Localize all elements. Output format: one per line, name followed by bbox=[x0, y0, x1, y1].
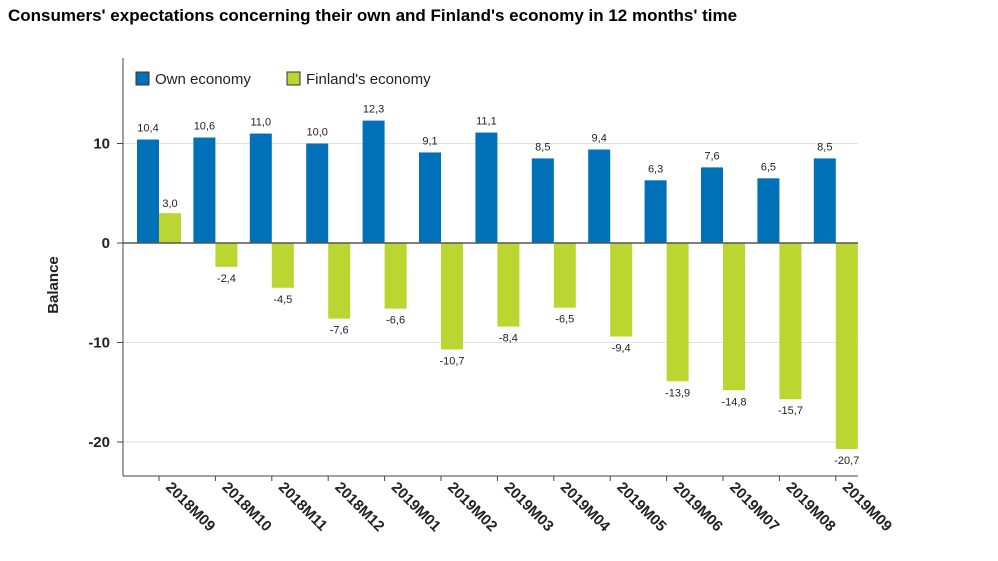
bar-own-economy bbox=[419, 152, 441, 243]
data-label-own-economy: 7,6 bbox=[704, 150, 719, 162]
data-label-finland-economy: -10,7 bbox=[439, 355, 464, 367]
y-tick-label: 10 bbox=[93, 136, 110, 153]
data-label-finland-economy: -20,7 bbox=[834, 455, 859, 467]
bar-own-economy bbox=[531, 158, 554, 243]
x-tick-label: 2019M03 bbox=[501, 479, 557, 535]
bar-finland-economy bbox=[441, 243, 463, 350]
legend-finland-economy-label: Finland's economy bbox=[306, 71, 431, 88]
data-label-own-economy: 11,1 bbox=[476, 116, 497, 128]
x-tick-label: 2019M02 bbox=[444, 479, 500, 535]
bar-finland-economy bbox=[384, 243, 407, 309]
y-tick-label: -10 bbox=[88, 335, 110, 352]
data-label-own-economy: 6,3 bbox=[648, 163, 663, 175]
x-tick-label: 2019M04 bbox=[557, 479, 614, 536]
data-label-finland-economy: 3,0 bbox=[162, 198, 177, 210]
y-tick-label: 0 bbox=[102, 235, 110, 252]
data-label-own-economy: 9,1 bbox=[422, 135, 437, 147]
x-tick-label: 2018M09 bbox=[162, 479, 218, 535]
data-label-finland-economy: -6,5 bbox=[555, 314, 574, 326]
data-label-finland-economy: -13,9 bbox=[665, 387, 690, 399]
x-tick-label: 2019M05 bbox=[613, 479, 669, 535]
bar-own-economy bbox=[306, 143, 329, 243]
legend-own-economy-label: Own economy bbox=[155, 71, 251, 88]
data-label-finland-economy: -15,7 bbox=[778, 405, 803, 417]
bar-own-economy bbox=[249, 133, 272, 243]
data-label-finland-economy: -14,8 bbox=[721, 396, 746, 408]
data-label-own-economy: 8,5 bbox=[817, 141, 832, 153]
legend-finland-economy-swatch bbox=[286, 71, 301, 86]
bar-finland-economy bbox=[835, 243, 858, 449]
bar-finland-economy bbox=[497, 243, 520, 327]
bar-own-economy bbox=[362, 120, 385, 243]
bar-finland-economy bbox=[271, 243, 294, 288]
y-tick-label: -20 bbox=[88, 434, 110, 451]
bar-finland-economy bbox=[779, 243, 802, 400]
x-tick-label: 2019M09 bbox=[839, 479, 895, 535]
bar-finland-economy bbox=[553, 243, 576, 308]
data-label-own-economy: 10,4 bbox=[137, 123, 158, 135]
data-labels: 10,4 3,0 10,6 -2,4 11,0 -4,5 10,0 -7,6 12,3 -6,6 9… bbox=[137, 104, 859, 467]
x-tick-label: 2018M10 bbox=[219, 479, 275, 535]
x-tick-label: 2019M08 bbox=[783, 479, 839, 535]
data-label-finland-economy: -7,6 bbox=[330, 325, 349, 337]
data-label-finland-economy: -6,6 bbox=[386, 315, 405, 327]
data-label-own-economy: 9,4 bbox=[592, 132, 607, 144]
legend-own-economy-swatch bbox=[135, 71, 150, 86]
y-axis-label: Balance bbox=[45, 256, 62, 314]
x-tick-label: 2018M12 bbox=[331, 479, 387, 535]
bar-finland-economy bbox=[666, 243, 689, 382]
bar-finland-economy bbox=[723, 243, 745, 391]
data-label-own-economy: 6,5 bbox=[761, 161, 776, 173]
data-label-finland-economy: -8,4 bbox=[499, 333, 518, 345]
bar-finland-economy bbox=[159, 213, 181, 243]
bar-own-economy bbox=[701, 167, 723, 243]
bar-own-economy bbox=[588, 149, 611, 243]
x-tick-label: 2019M07 bbox=[726, 479, 782, 535]
data-label-own-economy: 8,5 bbox=[535, 141, 550, 153]
bar-own-economy bbox=[475, 132, 498, 243]
bars bbox=[137, 120, 858, 449]
bar-finland-economy bbox=[610, 243, 633, 337]
data-label-own-economy: 12,3 bbox=[363, 104, 384, 116]
bar-own-economy bbox=[644, 180, 667, 243]
chart-title: Consumers' expectations concerning their… bbox=[8, 6, 738, 25]
data-label-finland-economy: -9,4 bbox=[612, 343, 631, 355]
bar-own-economy bbox=[813, 158, 836, 243]
data-label-own-economy: 10,0 bbox=[306, 127, 327, 139]
bar-finland-economy bbox=[215, 243, 238, 267]
bar-own-economy bbox=[137, 139, 159, 243]
data-label-own-economy: 10,6 bbox=[194, 121, 215, 133]
data-label-finland-economy: -2,4 bbox=[217, 273, 236, 285]
x-tick-label: 2019M06 bbox=[670, 479, 726, 535]
bar-own-economy bbox=[757, 178, 780, 243]
x-tick-label: 2018M11 bbox=[275, 479, 331, 535]
x-tick-label: 2019M01 bbox=[388, 479, 444, 535]
data-label-own-economy: 11,0 bbox=[251, 117, 272, 129]
data-label-finland-economy: -4,5 bbox=[273, 294, 292, 306]
legend: Own economy Finland's economy bbox=[135, 71, 431, 88]
bar-finland-economy bbox=[328, 243, 351, 319]
bar-own-economy bbox=[193, 137, 216, 243]
